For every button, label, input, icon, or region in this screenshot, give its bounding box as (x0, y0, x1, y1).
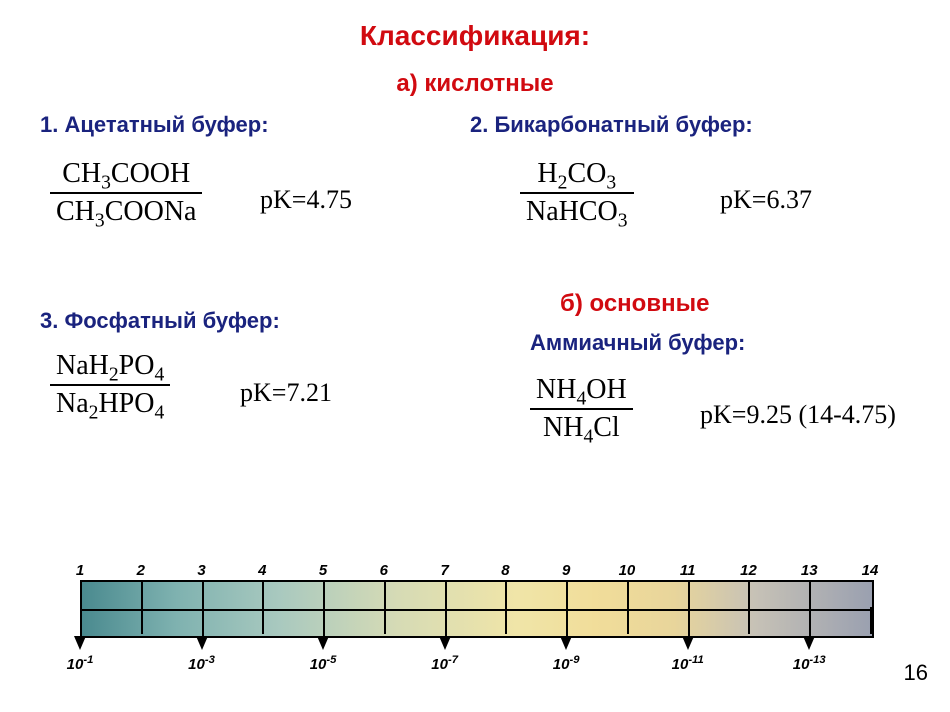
section-b-label: б) основные (560, 290, 709, 318)
ph-scale: 123456789101112131410-110-310-510-710-91… (80, 550, 870, 670)
ph-top-tick: 8 (501, 562, 509, 579)
ammonia-numerator: NH4OH (530, 374, 633, 408)
ph-top-tick: 4 (258, 562, 266, 579)
bicarbonate-denominator: NaHCO3 (520, 192, 634, 228)
section-a-label: а) кислотные (0, 70, 950, 98)
phosphate-denominator: Na2HPO4 (50, 384, 170, 420)
phosphate-pk: pK=7.21 (240, 378, 332, 408)
ammonia-denominator: NH4Cl (530, 408, 633, 444)
ph-arrow-icon (74, 636, 86, 650)
phosphate-heading: 3. Фосфатный буфер: (40, 308, 280, 334)
page-number: 16 (904, 660, 928, 686)
phosphate-formula: NaH2PO4 Na2HPO4 (50, 350, 170, 420)
ph-bottom-label: 10-9 (553, 654, 580, 673)
ph-top-tick: 5 (319, 562, 327, 579)
ph-arrow-icon (682, 636, 694, 650)
ph-bottom-label: 10-1 (67, 654, 94, 673)
ph-top-tick: 14 (862, 562, 879, 579)
acetate-heading: 1. Ацетатный буфер: (40, 112, 269, 138)
ph-top-tick: 1 (76, 562, 84, 579)
phosphate-numerator: NaH2PO4 (50, 350, 170, 384)
ph-arrow-icon (560, 636, 572, 650)
ph-bottom-label: 10-11 (672, 654, 704, 673)
ph-arrow-icon (439, 636, 451, 650)
bicarbonate-heading: 2. Бикарбонатный буфер: (470, 112, 753, 138)
bicarbonate-formula: H2CO3 NaHCO3 (520, 158, 634, 228)
ph-bottom-label: 10-7 (431, 654, 458, 673)
ph-bottom-label: 10-5 (310, 654, 337, 673)
ph-top-tick: 13 (801, 562, 818, 579)
ammonia-heading: Аммиачный буфер: (530, 330, 745, 356)
ph-top-tick: 10 (619, 562, 636, 579)
bicarbonate-pk: pK=6.37 (720, 185, 812, 215)
ph-bottom-label: 10-13 (793, 654, 826, 673)
ph-top-tick: 6 (380, 562, 388, 579)
slide: Классификация: а) кислотные 1. Ацетатный… (0, 0, 950, 712)
ph-top-tick: 3 (197, 562, 205, 579)
acetate-formula: CH3COOH CH3COONa (50, 158, 202, 228)
ph-arrow-icon (196, 636, 208, 650)
ph-top-tick: 11 (680, 562, 696, 579)
ph-arrow-icon (803, 636, 815, 650)
main-title: Классификация: (0, 20, 950, 52)
acetate-numerator: CH3COOH (50, 158, 202, 192)
acetate-denominator: CH3COONa (50, 192, 202, 228)
ph-top-tick: 12 (740, 562, 757, 579)
ph-top-tick: 7 (440, 562, 448, 579)
ammonia-pk: pK=9.25 (14-4.75) (700, 400, 896, 430)
ph-top-tick: 9 (562, 562, 570, 579)
ph-bottom-label: 10-3 (188, 654, 215, 673)
ammonia-formula: NH4OH NH4Cl (530, 374, 633, 444)
acetate-pk: pK=4.75 (260, 185, 352, 215)
ph-top-tick: 2 (137, 562, 145, 579)
bicarbonate-numerator: H2CO3 (520, 158, 634, 192)
ph-scale-bar (80, 580, 874, 638)
ph-arrow-icon (317, 636, 329, 650)
